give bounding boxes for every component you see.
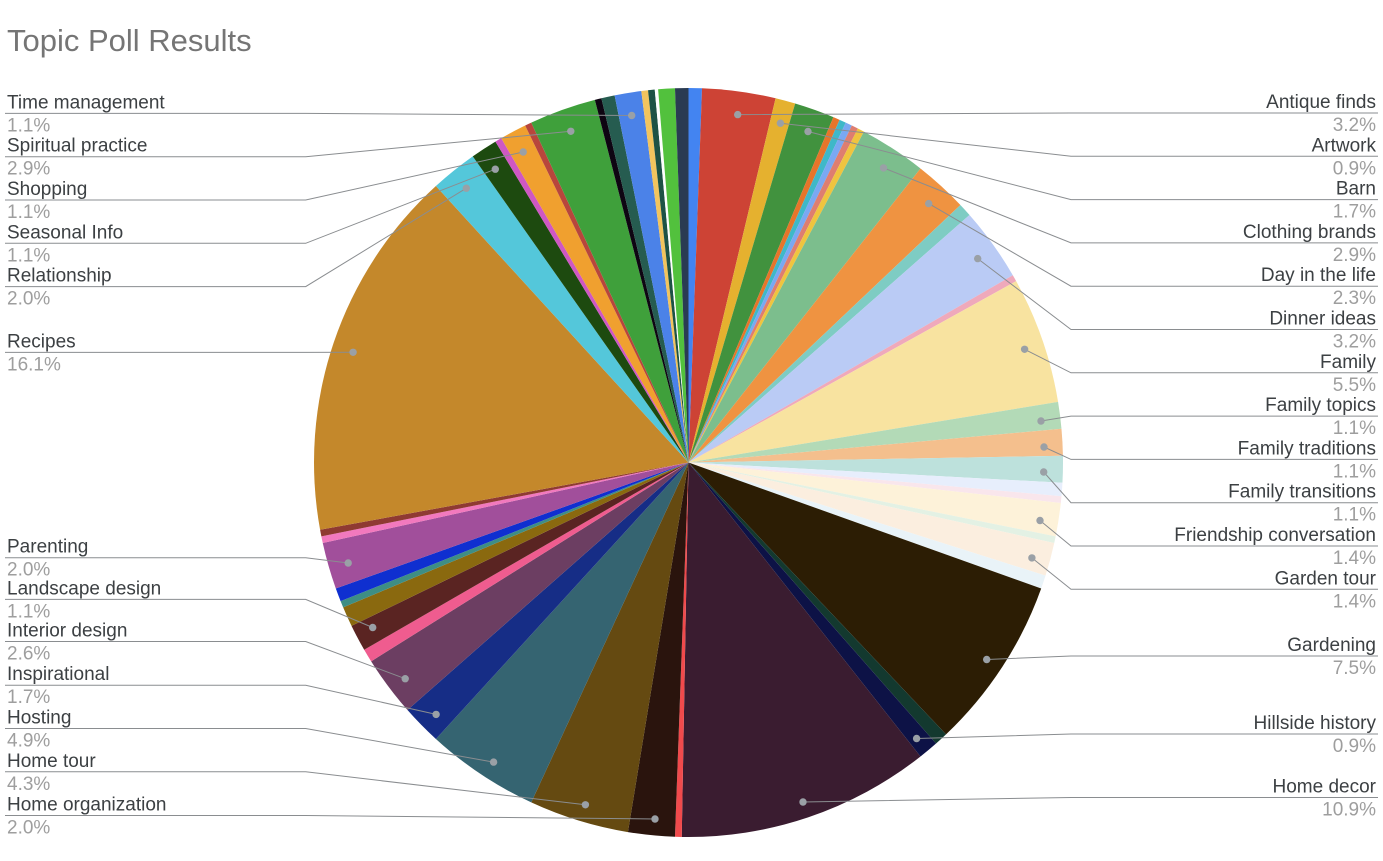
svg-text:Barn: Barn: [1336, 179, 1376, 200]
svg-text:1.7%: 1.7%: [7, 687, 50, 708]
svg-text:3.2%: 3.2%: [1333, 332, 1376, 353]
svg-text:4.3%: 4.3%: [7, 774, 50, 795]
svg-text:Family transitions: Family transitions: [1228, 482, 1376, 503]
svg-text:Inspirational: Inspirational: [7, 664, 109, 685]
svg-text:1.1%: 1.1%: [7, 245, 50, 266]
svg-text:Day in the life: Day in the life: [1261, 265, 1376, 286]
svg-text:Hillside history: Hillside history: [1254, 713, 1377, 734]
svg-text:1.1%: 1.1%: [1333, 418, 1376, 439]
svg-text:Dinner ideas: Dinner ideas: [1269, 309, 1376, 330]
svg-text:2.0%: 2.0%: [7, 289, 50, 310]
svg-text:2.0%: 2.0%: [7, 818, 50, 839]
svg-text:Hosting: Hosting: [7, 708, 71, 729]
svg-text:Topic Poll Results: Topic Poll Results: [7, 23, 252, 58]
svg-text:Interior design: Interior design: [7, 621, 127, 642]
svg-text:2.0%: 2.0%: [7, 560, 50, 581]
svg-text:Garden tour: Garden tour: [1275, 568, 1377, 589]
svg-text:4.9%: 4.9%: [7, 731, 50, 752]
svg-text:Landscape design: Landscape design: [7, 578, 161, 599]
svg-text:1.4%: 1.4%: [1333, 548, 1376, 569]
svg-text:Artwork: Artwork: [1312, 135, 1377, 156]
svg-text:Antique finds: Antique finds: [1266, 92, 1376, 113]
svg-text:7.5%: 7.5%: [1333, 658, 1376, 679]
svg-text:2.9%: 2.9%: [7, 159, 50, 180]
svg-text:1.1%: 1.1%: [7, 115, 50, 136]
svg-text:0.9%: 0.9%: [1333, 158, 1376, 179]
svg-text:Parenting: Parenting: [7, 537, 88, 558]
svg-text:3.2%: 3.2%: [1333, 115, 1376, 136]
svg-text:1.1%: 1.1%: [1333, 461, 1376, 482]
svg-text:5.5%: 5.5%: [1333, 375, 1376, 396]
svg-text:1.1%: 1.1%: [7, 202, 50, 223]
svg-text:2.3%: 2.3%: [1333, 288, 1376, 309]
svg-text:1.7%: 1.7%: [1333, 202, 1376, 223]
svg-text:Gardening: Gardening: [1287, 635, 1376, 656]
svg-text:10.9%: 10.9%: [1322, 800, 1376, 821]
svg-text:Seasonal Info: Seasonal Info: [7, 222, 123, 243]
svg-text:Family traditions: Family traditions: [1238, 438, 1376, 459]
svg-text:16.1%: 16.1%: [7, 354, 61, 375]
svg-text:Home organization: Home organization: [7, 795, 166, 816]
svg-text:1.4%: 1.4%: [1333, 591, 1376, 612]
svg-text:0.9%: 0.9%: [1333, 736, 1376, 757]
svg-text:Shopping: Shopping: [7, 179, 87, 200]
svg-text:Home tour: Home tour: [7, 751, 96, 772]
svg-text:Recipes: Recipes: [7, 331, 76, 352]
svg-text:Relationship: Relationship: [7, 266, 112, 287]
svg-text:Time management: Time management: [7, 92, 165, 113]
svg-text:2.6%: 2.6%: [7, 644, 50, 665]
svg-text:Family topics: Family topics: [1265, 395, 1376, 416]
svg-text:Family: Family: [1320, 352, 1376, 373]
svg-text:Spiritual practice: Spiritual practice: [7, 136, 147, 157]
svg-text:1.1%: 1.1%: [7, 601, 50, 622]
svg-text:1.1%: 1.1%: [1333, 505, 1376, 526]
svg-text:2.9%: 2.9%: [1333, 245, 1376, 266]
svg-text:Home decor: Home decor: [1273, 777, 1377, 798]
svg-text:Clothing brands: Clothing brands: [1243, 222, 1376, 243]
svg-text:Friendship conversation: Friendship conversation: [1174, 525, 1376, 546]
